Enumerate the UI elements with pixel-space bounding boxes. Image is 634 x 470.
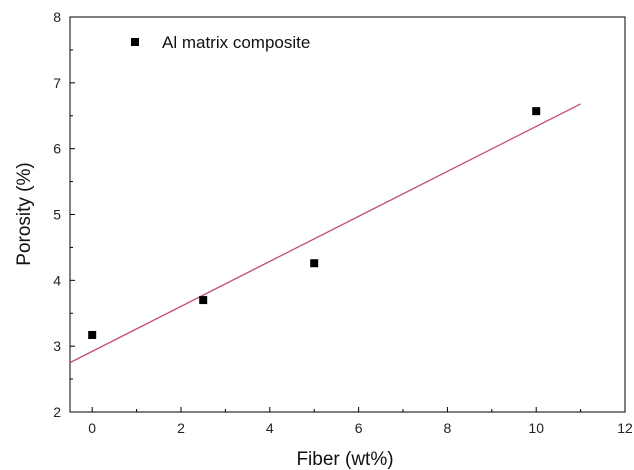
data-point (532, 107, 541, 116)
data-point (88, 330, 97, 339)
x-tick-label: 8 (444, 420, 452, 436)
y-tick-label: 5 (53, 207, 61, 223)
x-tick-label: 10 (528, 420, 544, 436)
legend-label: Al matrix composite (162, 33, 310, 52)
x-tick-label: 4 (266, 420, 274, 436)
data-point (310, 259, 319, 268)
y-tick-label: 4 (53, 272, 61, 288)
x-axis-title: Fiber (wt%) (296, 449, 393, 470)
x-tick-label: 0 (88, 420, 96, 436)
data-point (199, 296, 208, 305)
y-tick-label: 8 (53, 9, 61, 25)
y-tick-label: 6 (53, 141, 61, 157)
legend: Al matrix composite (131, 33, 310, 52)
y-tick-label: 7 (53, 75, 61, 91)
x-axis: 0 2 4 6 8 10 12 (88, 407, 633, 436)
x-tick-label: 6 (355, 420, 363, 436)
plot-area-frame (69, 16, 626, 413)
legend-marker (131, 38, 139, 46)
data-points (88, 107, 541, 339)
y-axis-title: Porosity (%) (14, 162, 35, 265)
x-tick-label: 12 (617, 420, 633, 436)
fit-layer (69, 103, 581, 364)
x-tick-label: 2 (177, 420, 185, 436)
y-axis: 2 3 4 5 6 7 8 (53, 9, 75, 420)
y-tick-label: 3 (53, 338, 61, 354)
y-tick-label: 2 (53, 404, 61, 420)
linear-fit-line (69, 103, 581, 364)
